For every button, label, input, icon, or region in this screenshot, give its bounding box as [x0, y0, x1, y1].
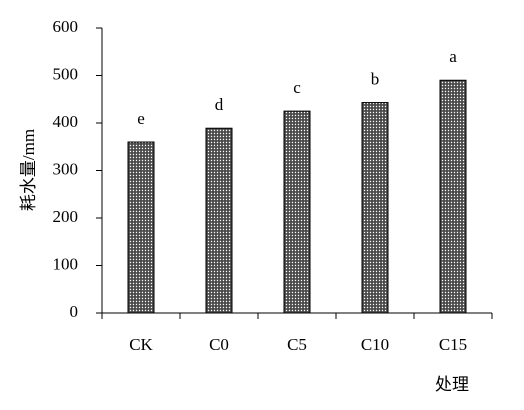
- x-tick-label: C5: [287, 335, 307, 354]
- y-tick-label: 300: [53, 159, 79, 178]
- x-tick-label: C0: [209, 335, 229, 354]
- significance-letter: d: [215, 95, 224, 114]
- bar: [205, 127, 233, 314]
- bar: [283, 110, 311, 314]
- y-tick-label: 500: [53, 64, 79, 83]
- x-axis-label: 处理: [435, 375, 469, 394]
- bar: [127, 141, 155, 314]
- y-tick-label: 0: [70, 302, 79, 321]
- significance-letter: b: [371, 69, 380, 88]
- x-tick-label: CK: [129, 335, 153, 354]
- y-tick-label: 600: [53, 17, 79, 36]
- x-tick-label: C10: [361, 335, 389, 354]
- significance-letter: e: [137, 109, 145, 128]
- x-tick-label: C15: [439, 335, 467, 354]
- y-tick-label: 100: [53, 254, 79, 273]
- bar: [361, 102, 389, 314]
- y-tick-label: 200: [53, 207, 79, 226]
- bar: [439, 79, 467, 314]
- y-tick-label: 400: [53, 112, 79, 131]
- y-axis-label: 耗水量/mm: [19, 129, 38, 211]
- significance-letter: a: [449, 47, 457, 66]
- significance-letter: c: [293, 78, 301, 97]
